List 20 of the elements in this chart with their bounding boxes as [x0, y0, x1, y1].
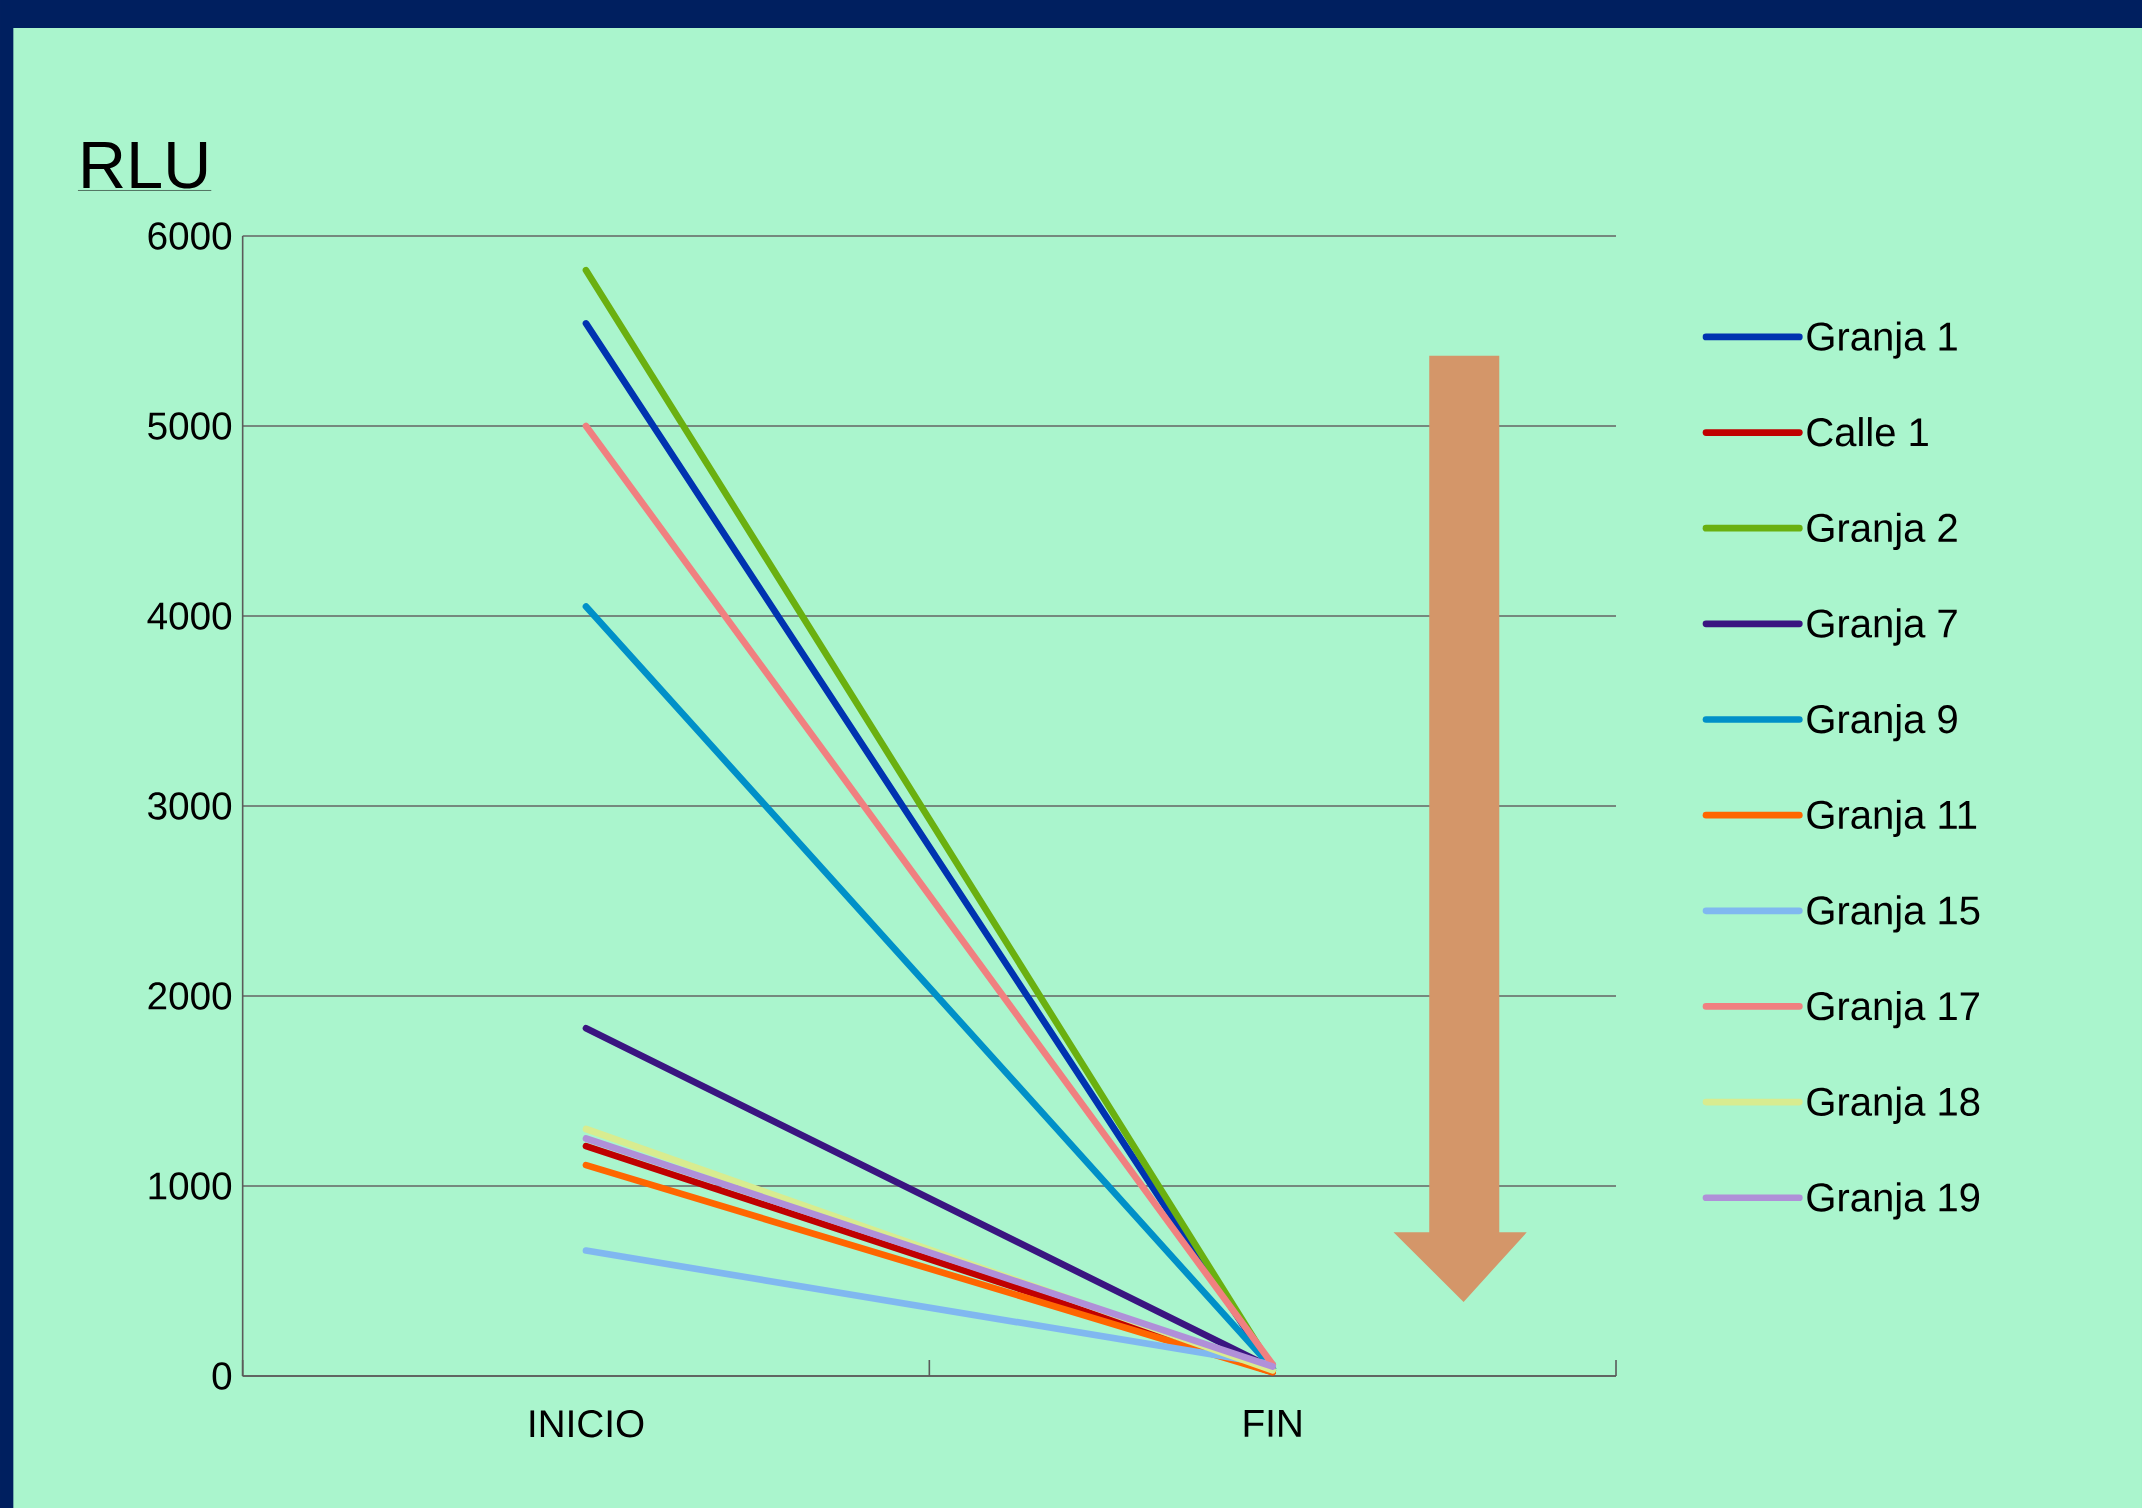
- y-tick-label: 0: [212, 1362, 232, 1390]
- legend-label: Calle 1: [1807, 417, 1928, 447]
- y-tick-label: 5000: [148, 412, 232, 440]
- legend-label: Granja 7: [1807, 608, 1957, 646]
- y-tick-label: 2000: [148, 982, 232, 1010]
- legend-label: Granja 2: [1807, 512, 1957, 550]
- legend-label: Granja 1: [1807, 321, 1957, 359]
- y-tick-label: 1000: [149, 1172, 232, 1200]
- y-tick-label: 4000: [147, 602, 232, 630]
- x-tick-label: FIN: [1244, 1410, 1301, 1437]
- legend-label: Granja 17: [1807, 990, 1979, 1029]
- legend-label: Granja 19: [1807, 1182, 1980, 1220]
- y-tick-label: 6000: [148, 222, 232, 250]
- y-axis-title: RLU: [83, 142, 207, 189]
- x-tick-label: INICIO: [530, 1410, 644, 1438]
- legend-label: Granja 11: [1807, 799, 1977, 837]
- legend-label: Granja 15: [1807, 895, 1980, 933]
- y-tick-label: 3000: [148, 792, 232, 820]
- legend-label: Granja 18: [1807, 1086, 1980, 1124]
- legend-label: Granja 9: [1807, 704, 1957, 742]
